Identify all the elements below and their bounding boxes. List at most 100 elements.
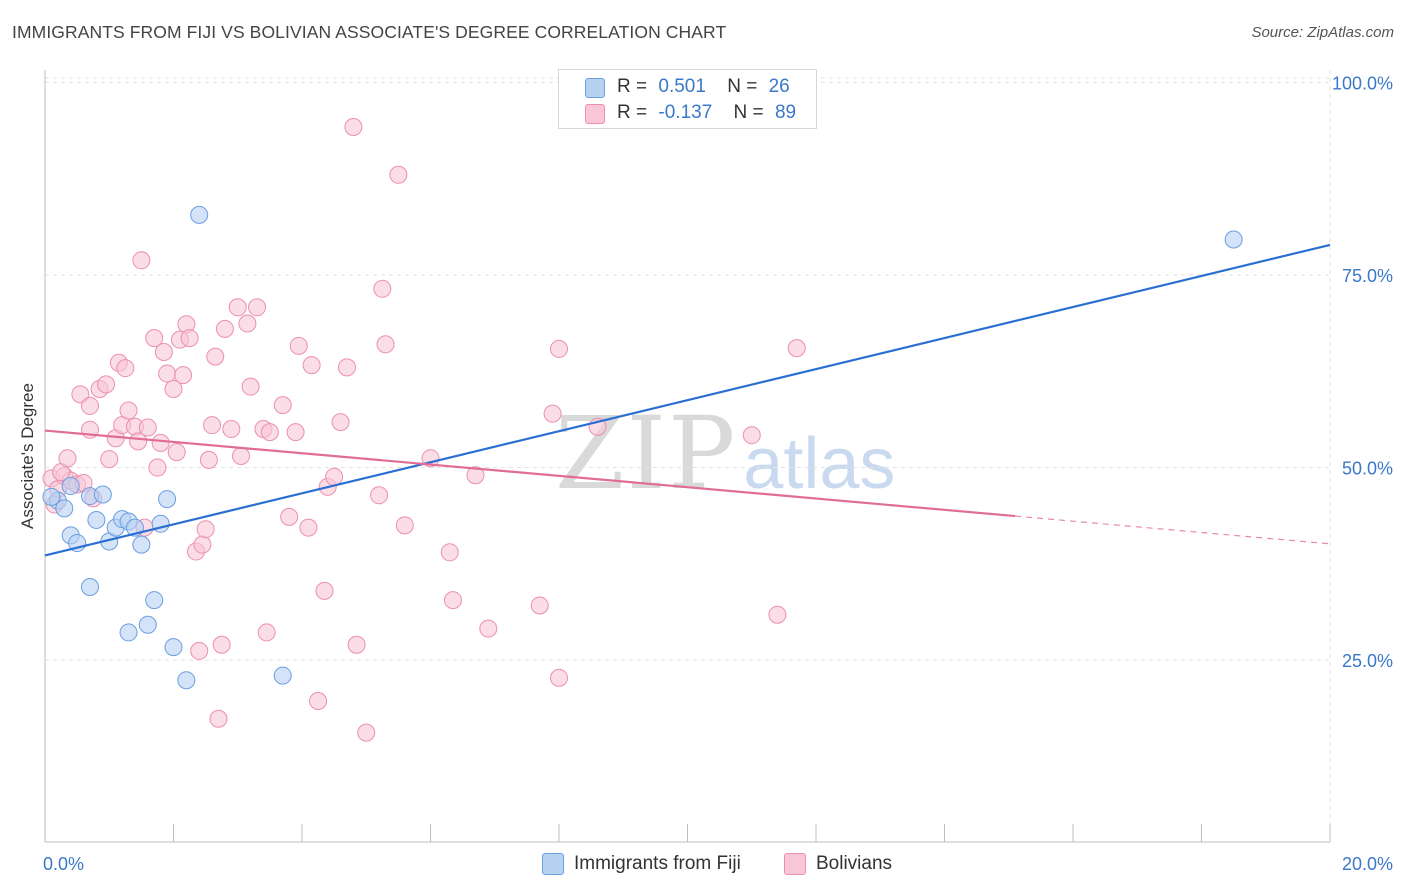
fiji-point-25 [61,477,80,496]
source-credit: Source: ZipAtlas.com [1251,24,1394,41]
legend-row-bolivians-text: R = -0.137 N = 89 [617,102,796,124]
fiji-point-23 [1224,230,1243,249]
fiji-point-19 [164,638,183,657]
bolivians-point-72 [395,516,414,535]
fiji-point-18 [119,623,138,642]
bolivians-point-60 [315,581,334,600]
bolivians-n-value: 89 [774,102,797,123]
bolivians-point-45 [228,298,247,317]
bolivians-point-40 [206,347,225,366]
bolivians-point-78 [530,596,549,615]
fiji-point-14 [158,490,177,509]
bolivians-point-23 [138,418,157,437]
bolivians-point-65 [344,118,363,137]
bolivians-point-51 [257,623,276,642]
bolivians-point-38 [199,450,218,469]
fiji-point-24 [42,487,61,506]
fiji-point-5 [87,510,106,529]
bolivians-point-74 [440,543,459,562]
bolivians-point-24 [145,329,164,348]
fiji-point-17 [138,615,157,634]
bolivians-point-69 [373,279,392,298]
fiji-point-20 [177,671,196,690]
y-tick-label-0: 25.0% [1342,651,1393,671]
bolivians-point-64 [337,358,356,377]
bolivians-point-18 [116,359,135,378]
bolivians-point-41 [209,709,228,728]
fiji-point-6 [93,485,112,504]
bolivians-legend-label: Bolivians [816,853,893,874]
fiji-legend-swatch [542,853,564,875]
correlation-legend: R = 0.501 N = 26 R = -0.137 N = 89 [558,69,817,129]
bolivians-point-49 [248,298,267,317]
bolivians-point-85 [787,339,806,358]
bolivians-point-22 [132,251,151,270]
bolivians-point-76 [466,466,485,485]
bolivians-point-80 [550,339,568,358]
fiji-point-21 [273,666,292,685]
bolivians-point-10 [80,396,99,415]
bolivians-point-81 [550,668,568,687]
bolivians-point-36 [193,535,212,554]
fiji-trend-line [44,243,1331,557]
bolivians-r-value: -0.137 [658,102,713,123]
bolivians-n-label: N = [733,102,764,123]
bolivians-point-53 [273,396,292,415]
bolivians-point-87 [190,641,209,660]
bolivians-point-47 [238,314,257,333]
bolivians-point-19 [119,401,138,420]
bolivians-point-26 [151,433,170,452]
bolivians-point-77 [479,619,498,638]
bolivians-point-66 [347,635,366,654]
bolivians-point-42 [212,635,231,654]
y-axis-label: Associate's Degree [18,383,37,529]
bolivians-point-63 [331,413,350,432]
bolivians-trend-extension [1015,515,1331,545]
bolivians-point-9 [71,385,90,404]
bolivians-point-37 [196,520,215,539]
bolivians-point-46 [231,447,250,465]
fiji-point-12 [132,535,151,554]
bolivians-point-62 [325,467,344,486]
fiji-swatch [585,78,605,98]
fiji-n-value: 26 [768,76,790,97]
bolivians-point-52 [260,423,279,442]
bolivians-point-30 [167,443,186,462]
bolivians-point-70 [376,335,395,354]
fiji-point-22 [190,205,209,224]
bolivians-point-28 [158,364,177,383]
fiji-n-label: N = [727,76,758,97]
bolivians-point-34 [180,329,199,348]
y-tick-label-1: 50.0% [1342,459,1393,479]
bolivians-point-56 [289,336,308,355]
bolivians-point-44 [222,420,241,439]
bolivians-point-71 [389,165,408,184]
y-tick-label-3: 100.0% [1332,73,1393,93]
bolivians-point-8 [58,449,77,468]
bolivians-point-14 [100,450,119,469]
legend-row-fiji-text: R = 0.501 N = 26 [617,76,790,98]
bolivians-point-83 [742,426,761,445]
chart-title: IMMIGRANTS FROM FIJI VS BOLIVIAN ASSOCIA… [12,22,727,42]
bolivians-point-75 [443,591,462,610]
bolivians-point-21 [129,432,148,451]
bolivians-point-59 [309,692,328,711]
bolivians-point-39 [203,416,222,435]
bolivians-point-27 [154,342,173,361]
x-tick-label-1: 20.0% [1342,854,1393,874]
bolivians-point-29 [164,379,183,398]
fiji-point-16 [145,591,164,610]
bolivians-r-label: R = [617,102,648,123]
bolivians-trend-line [44,429,1016,518]
bolivians-point-54 [280,507,299,526]
fiji-r-value: 0.501 [658,76,706,97]
bolivians-point-43 [215,319,234,338]
bolivians-legend-swatch [784,853,806,875]
bolivians-swatch [585,104,605,124]
fiji-point-1 [55,499,74,518]
bolivians-point-84 [768,605,787,624]
bolivians-point-55 [286,423,305,442]
bolivians-point-58 [302,356,321,375]
bolivians-point-79 [543,404,562,423]
